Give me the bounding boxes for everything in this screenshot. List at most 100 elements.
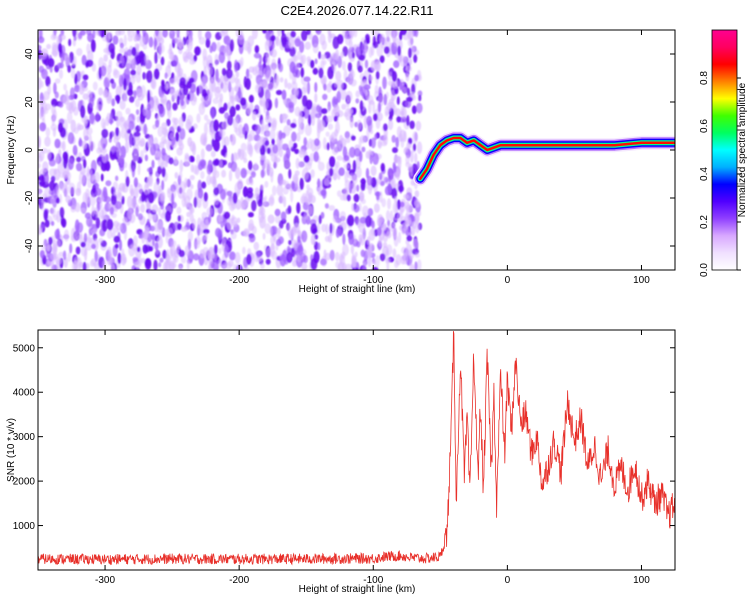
noise-blob [229,105,236,118]
noise-blob [391,70,397,82]
noise-blob [38,44,42,51]
noise-blob [90,174,95,182]
noise-blob [229,251,236,261]
noise-blob [38,59,41,67]
noise-blob [246,106,252,116]
x-tick-label: 0 [505,275,511,286]
noise-blob [215,68,219,82]
noise-blob [295,157,300,169]
noise-blob [169,262,177,269]
noise-blob [368,228,376,241]
noise-blob [78,32,83,40]
noise-blob [72,144,78,156]
noise-blob [408,58,413,66]
noise-blob [297,244,304,256]
colorbar: 0.0 0.2 0.4 0.6 0.8 Normalized spectral ampl… [699,29,748,277]
noise-blob [352,257,357,264]
noise-blob [242,126,246,135]
noise-blob [64,54,71,66]
noise-blob [180,255,187,264]
noise-blob [378,102,381,113]
noise-blob [414,213,420,223]
noise-blob [44,172,49,185]
noise-blob [242,186,248,198]
noise-blob [87,168,92,176]
noise-blob [235,167,241,180]
noise-blob [140,53,144,67]
noise-blob [328,205,336,211]
noise-blob [63,94,70,105]
noise-blob [71,100,77,112]
noise-blob [54,78,61,84]
noise-blob [39,149,45,162]
noise-blob [320,54,327,60]
noise-blob [132,153,139,163]
noise-blob [153,68,160,80]
noise-blob [353,193,360,203]
noise-speckle [38,30,423,270]
noise-blob [111,263,116,270]
noise-blob [416,102,423,114]
noise-blob [212,175,216,185]
noise-blob [51,206,56,218]
noise-blob [148,36,154,48]
noise-blob [306,56,311,62]
noise-blob [343,155,350,162]
noise-blob [78,137,82,147]
noise-blob [339,253,344,265]
noise-blob [294,170,300,176]
colorbar-tick-label: 0.6 [699,119,710,133]
noise-blob [306,30,311,36]
noise-blob [416,141,423,154]
noise-blob [245,77,251,90]
noise-blob [67,252,72,262]
noise-blob [144,133,151,139]
x-tick-label: 100 [633,275,650,286]
noise-blob [73,35,77,41]
noise-blob [337,262,345,270]
noise-blob [47,58,55,68]
y-tick-label: 5000 [13,343,36,354]
noise-blob [361,265,367,270]
noise-blob [274,208,281,217]
noise-blob [408,163,413,173]
noise-blob [127,30,131,37]
noise-blob [395,136,400,148]
noise-blob [367,208,374,217]
noise-blob [135,71,142,84]
noise-blob [288,36,295,49]
noise-blob [50,34,58,41]
noise-blob [147,192,155,204]
noise-blob [181,195,186,208]
noise-blob [91,228,98,234]
noise-blob [186,80,192,89]
noise-blob [62,250,67,261]
noise-blob [287,223,292,237]
noise-blob [351,175,358,185]
noise-blob [271,49,277,58]
noise-blob [146,218,150,228]
noise-blob [414,252,420,258]
noise-blob [186,188,193,200]
noise-blob [310,234,316,246]
noise-blob [264,180,269,188]
noise-blob [341,103,347,110]
noise-blob [252,66,257,76]
noise-blob [259,154,267,161]
noise-blob [391,187,398,199]
noise-blob [100,173,104,182]
noise-blob [406,96,413,102]
noise-blob [38,162,41,169]
noise-blob [346,194,351,202]
noise-blob [364,42,368,55]
noise-blob [68,38,72,47]
noise-blob [363,84,371,90]
noise-blob [46,43,51,50]
noise-blob [42,161,49,173]
noise-blob [288,104,295,113]
y-tick-label: 3000 [13,432,36,443]
noise-blob [120,145,126,159]
noise-blob [131,165,135,178]
noise-blob [377,141,382,148]
noise-blob [121,185,126,193]
